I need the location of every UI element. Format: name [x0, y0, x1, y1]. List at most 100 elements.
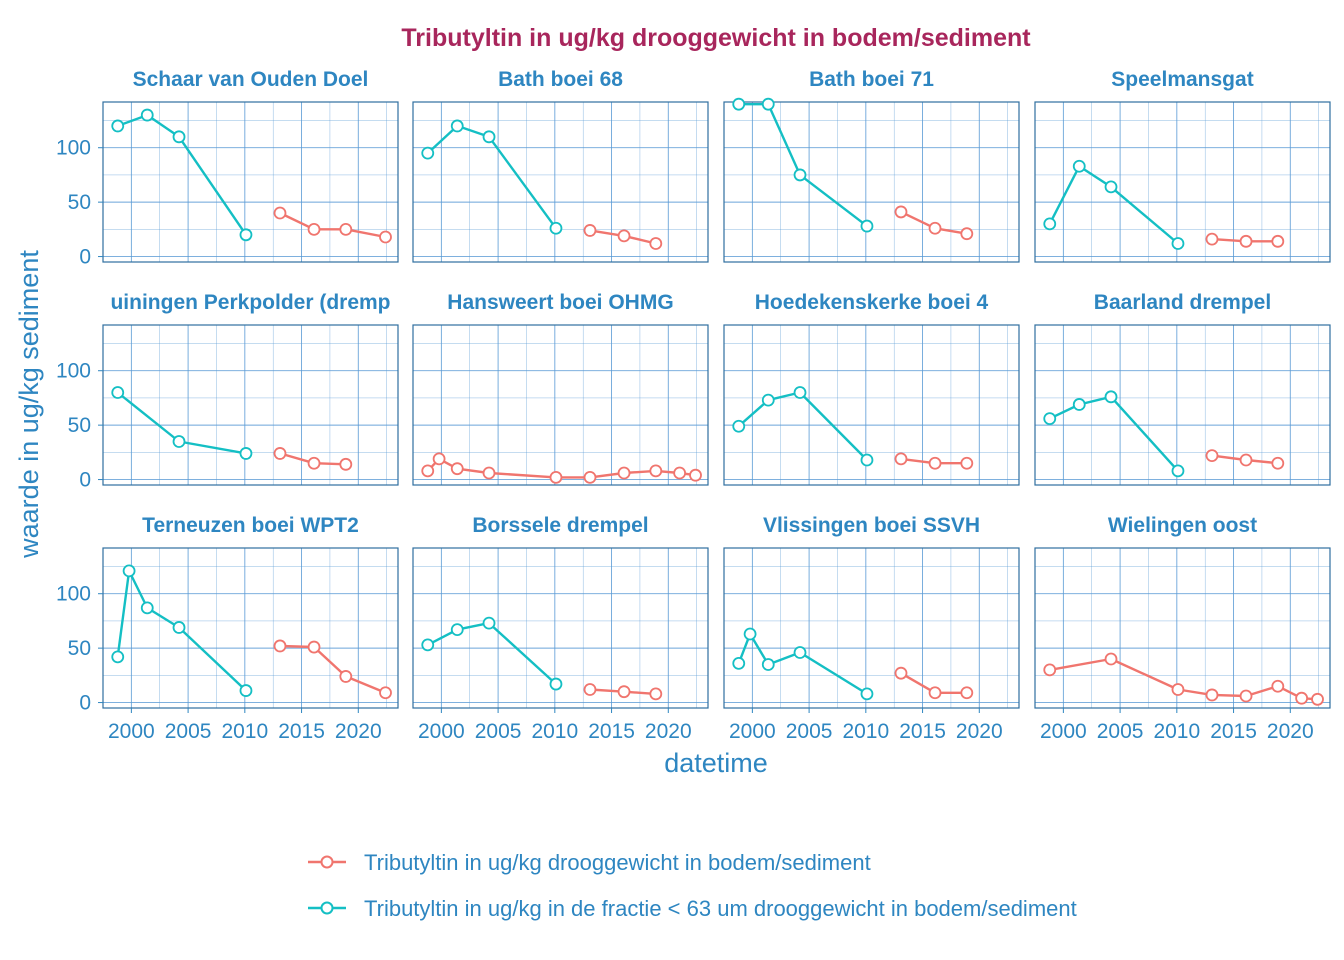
- legend-label-fractie-63um: Tributyltin in ug/kg in de fractie < 63 …: [364, 896, 1077, 921]
- data-point: [732, 97, 746, 111]
- data-point: [549, 470, 563, 484]
- data-point: [239, 684, 253, 697]
- facet-panel: Speelmansgat: [1034, 68, 1331, 263]
- x-tick-label: 2015: [1210, 720, 1257, 743]
- data-point: [273, 447, 287, 460]
- facet-title: Speelmansgat: [1111, 68, 1253, 91]
- y-tick-label: 100: [56, 360, 91, 383]
- facet-panel: Baarland drempel: [1034, 291, 1331, 486]
- data-point: [339, 222, 353, 236]
- data-point: [732, 656, 746, 670]
- data-point: [339, 457, 353, 471]
- data-point: [1271, 234, 1285, 248]
- facet-panel: Vlissingen boei SSVH 2000 2005 2010 2015 2020: [723, 514, 1020, 743]
- x-tick-label: 2005: [475, 720, 522, 743]
- x-axis-label: datetime: [664, 748, 768, 778]
- data-point: [732, 419, 746, 433]
- facet-title: Schaar van Ouden Doel: [133, 68, 369, 91]
- data-point: [450, 623, 464, 637]
- panel-border: [1034, 547, 1331, 709]
- x-tick-label: 2005: [1097, 720, 1144, 743]
- y-tick-label: 100: [56, 137, 91, 160]
- x-tick-label: 2020: [645, 720, 692, 743]
- data-point: [239, 228, 253, 242]
- facet-title: Wielingen oost: [1108, 514, 1257, 537]
- y-tick-label: 50: [68, 637, 91, 660]
- facet-title: Bath boei 68: [498, 68, 623, 91]
- data-point: [482, 466, 496, 480]
- legend-item-fractie-63um: Tributyltin in ug/kg in de fractie < 63 …: [308, 896, 1077, 921]
- facet-title: uiningen Perkpolder (dremp: [110, 291, 390, 314]
- facet-title: Hansweert boei OHMG: [447, 291, 673, 314]
- y-tick-label: 0: [79, 246, 91, 269]
- data-point: [617, 229, 631, 243]
- data-point: [928, 456, 942, 470]
- x-tick-label: 2010: [531, 720, 578, 743]
- data-point: [1171, 683, 1185, 696]
- x-tick-label: 2010: [1153, 720, 1200, 743]
- data-point: [1043, 663, 1057, 677]
- data-point: [1271, 456, 1285, 470]
- facet-panel: Hansweert boei OHMG: [412, 291, 709, 486]
- panel-border: [102, 547, 399, 709]
- data-point: [793, 386, 807, 399]
- facet-panel: Borssele drempel 2000 2005 2010 2015 2020: [412, 514, 709, 743]
- data-point: [1043, 217, 1057, 231]
- chart-title: Tributyltin in ug/kg drooggewicht in bod…: [401, 24, 1031, 52]
- data-point: [1239, 234, 1253, 248]
- y-tick-label: 0: [79, 469, 91, 492]
- data-point: [111, 650, 125, 664]
- data-point: [960, 456, 974, 470]
- data-point: [583, 683, 597, 696]
- facet-title: Hoedekenskerke boei 4: [755, 291, 989, 314]
- data-point: [239, 447, 253, 460]
- data-point: [339, 670, 353, 683]
- data-point: [549, 677, 563, 691]
- facet-title: Baarland drempel: [1094, 291, 1271, 314]
- data-point: [1205, 688, 1219, 702]
- data-point: [761, 658, 775, 671]
- data-point: [1171, 237, 1185, 250]
- panel-border: [412, 324, 709, 486]
- facet-panel: Wielingen oost 2000 2005 2010 2015 2020: [1034, 514, 1331, 743]
- data-point: [1311, 692, 1324, 706]
- data-point: [273, 206, 287, 220]
- data-point: [432, 452, 446, 466]
- data-point: [482, 616, 496, 630]
- data-point: [960, 227, 974, 241]
- x-tick-label: 2015: [899, 720, 946, 743]
- x-tick-label: 2000: [729, 720, 776, 743]
- data-point: [1205, 232, 1219, 246]
- data-point: [140, 601, 154, 615]
- data-point: [1171, 464, 1185, 478]
- data-point: [140, 108, 154, 122]
- facet-panel: uiningen Perkpolder (dremp 0 50 100: [56, 291, 399, 492]
- data-point: [1295, 691, 1309, 705]
- data-point: [421, 146, 435, 160]
- data-point: [743, 627, 757, 641]
- x-tick-label: 2005: [165, 720, 212, 743]
- data-point: [649, 464, 663, 478]
- data-point: [1043, 412, 1057, 426]
- data-point: [172, 435, 186, 448]
- x-tick-label: 2000: [1040, 720, 1087, 743]
- data-point: [761, 393, 775, 407]
- y-tick-label: 0: [79, 692, 91, 715]
- data-point: [860, 687, 874, 701]
- data-point: [860, 453, 874, 467]
- data-point: [111, 386, 125, 399]
- y-tick-label: 50: [68, 414, 91, 437]
- data-point: [307, 456, 321, 470]
- data-point: [928, 221, 942, 235]
- facet-title: Borssele drempel: [472, 514, 648, 537]
- data-point: [960, 686, 974, 700]
- y-tick-label: 50: [68, 191, 91, 214]
- series-line: [737, 391, 868, 461]
- data-point: [1239, 689, 1253, 703]
- data-point: [172, 130, 186, 144]
- facet-panel: Bath boei 68: [412, 68, 709, 263]
- data-point: [1104, 652, 1118, 666]
- data-point: [450, 462, 464, 476]
- data-point: [421, 464, 435, 478]
